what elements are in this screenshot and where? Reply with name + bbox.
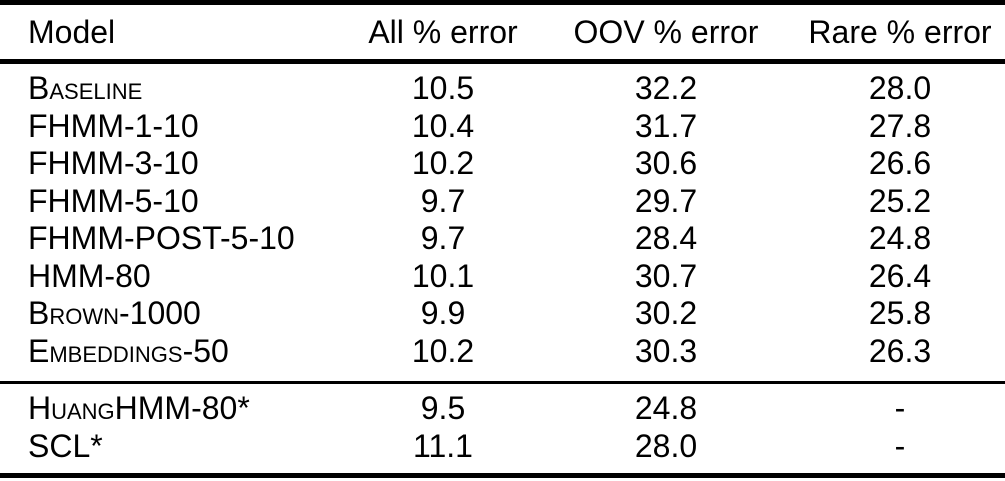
all-error-cell: 11.1: [413, 427, 473, 464]
table-row: Baseline 10.5 32.2 28.0: [0, 62, 1005, 108]
oov-error-cell: 30.7: [634, 257, 698, 294]
rare-error-cell: 26.6: [868, 145, 932, 181]
model-cell: Embeddings-50: [28, 332, 229, 369]
oov-error-cell: 30.6: [634, 145, 698, 181]
model-cell: FHMM-3-10: [28, 145, 199, 181]
all-error-cell: 10.1: [411, 257, 475, 294]
all-error-cell: 9.7: [420, 220, 466, 256]
model-cell: FHMM-POST-5-10: [28, 220, 295, 256]
table-section-external-comparison: HuangHMM-80* 9.5 24.8 - SCL* 11.1 28.0 -: [0, 383, 1005, 476]
table-row: FHMM-1-10 10.4 31.7 27.8: [0, 108, 1005, 146]
table-row: FHMM-5-10 9.7 29.7 25.2: [0, 183, 1005, 221]
table-row: SCL* 11.1 28.0 -: [0, 428, 1005, 476]
table-row: HMM-80 10.1 30.7 26.4: [0, 258, 1005, 296]
col-header-all-error: All % error: [349, 2, 537, 64]
col-header-model: Model: [0, 2, 349, 64]
rare-error-cell: 26.3: [868, 332, 932, 369]
oov-error-cell: 29.7: [634, 182, 698, 219]
rare-error-cell: 25.8: [868, 295, 932, 331]
oov-error-cell: 24.8: [634, 390, 698, 426]
oov-error-cell: 28.0: [634, 427, 698, 464]
all-error-cell: 10.2: [411, 332, 475, 369]
col-header-rare-error: Rare % error: [795, 2, 1005, 64]
rare-error-cell: 26.4: [868, 257, 932, 294]
table-row: Embeddings-50 10.2 30.3 26.3: [0, 333, 1005, 383]
all-error-cell: 9.7: [420, 182, 466, 219]
table-row: FHMM-3-10 10.2 30.6 26.6: [0, 145, 1005, 183]
col-header-oov-error: OOV % error: [537, 2, 795, 64]
model-cell: FHMM-1-10: [28, 107, 199, 144]
all-error-cell: 10.4: [411, 107, 475, 144]
table-section-main: Baseline 10.5 32.2 28.0 FHMM-1-10 10.4 3…: [0, 62, 1005, 383]
oov-error-cell: 30.3: [634, 332, 698, 369]
oov-error-cell: 30.2: [634, 295, 698, 331]
model-cell: HMM-80: [28, 257, 151, 294]
rare-error-cell: -: [894, 427, 906, 464]
model-cell: Baseline: [28, 70, 143, 106]
model-cell: SCL*: [28, 427, 103, 464]
oov-error-cell: 31.7: [634, 107, 698, 144]
model-cell: Brown-1000: [28, 295, 201, 331]
rare-error-cell: 24.8: [868, 220, 932, 256]
all-error-cell: 9.9: [420, 295, 466, 331]
table-row: FHMM-POST-5-10 9.7 28.4 24.8: [0, 220, 1005, 258]
oov-error-cell: 28.4: [634, 220, 698, 256]
header-row: Model All % error OOV % error Rare % err…: [0, 2, 1005, 64]
table-row: Brown-1000 9.9 30.2 25.8: [0, 295, 1005, 333]
rare-error-cell: 25.2: [868, 182, 932, 219]
all-error-cell: 10.2: [411, 145, 475, 181]
model-cell: HuangHMM-80*: [28, 390, 250, 426]
oov-error-cell: 32.2: [634, 70, 698, 106]
all-error-cell: 10.5: [411, 70, 475, 106]
rare-error-cell: -: [894, 390, 906, 426]
model-cell: FHMM-5-10: [28, 182, 199, 219]
all-error-cell: 9.5: [420, 390, 466, 426]
rare-error-cell: 28.0: [868, 70, 932, 106]
table-row: HuangHMM-80* 9.5 24.8 -: [0, 383, 1005, 428]
rare-error-cell: 27.8: [868, 107, 932, 144]
